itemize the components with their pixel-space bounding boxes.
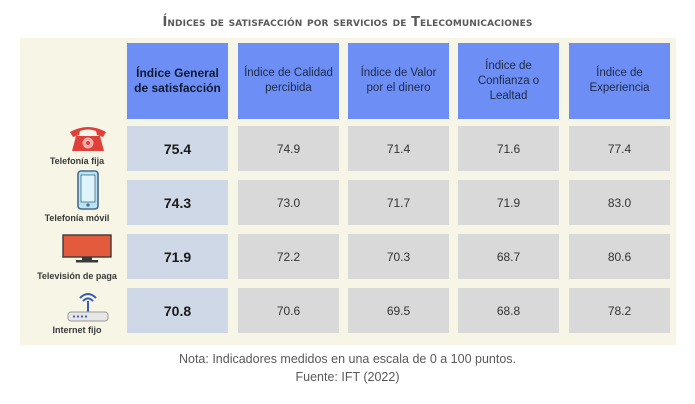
- column-header: Índice de Calidad percibida: [238, 43, 339, 119]
- table-cell: 74.3: [127, 180, 228, 225]
- column-header: Índice de Valor por el dinero: [348, 43, 449, 119]
- router-icon: [67, 293, 109, 322]
- chart-title: Índices de satisfacción por servicios de…: [162, 15, 533, 30]
- television-icon: [62, 234, 112, 263]
- table-cell: 73.0: [238, 180, 339, 225]
- table-cell: 83.0: [569, 180, 670, 225]
- table-cell: 68.7: [458, 234, 559, 279]
- table-cell: 71.9: [458, 180, 559, 225]
- table-cell: 77.4: [569, 126, 670, 171]
- table-cell: 72.2: [238, 234, 339, 279]
- table-cell: 78.2: [569, 288, 670, 333]
- chart-note: Nota: Indicadores medidos en una escala …: [178, 352, 517, 366]
- table-cell: 71.6: [458, 126, 559, 171]
- column-header: Índice General de satisfacción: [127, 43, 228, 119]
- table-cell: 74.9: [238, 126, 339, 171]
- table-cell: 75.4: [127, 126, 228, 171]
- table-cell: 70.8: [127, 288, 228, 333]
- row-label: Telefonía fija: [49, 156, 105, 166]
- telephone-icon: [70, 127, 106, 151]
- table-cell: 71.4: [348, 126, 449, 171]
- row-label: Telefonía móvil: [44, 213, 110, 223]
- table-cell: 80.6: [569, 234, 670, 279]
- table-cell: 68.8: [458, 288, 559, 333]
- column-header: Índice de Confianza o Lealtad: [458, 43, 559, 119]
- chart-source: Fuente: IFT (2022): [295, 370, 400, 384]
- row-label: Televisión de paga: [37, 271, 117, 281]
- mobile-phone-icon: [77, 170, 99, 210]
- table-cell: 71.9: [127, 234, 228, 279]
- table-cell: 70.6: [238, 288, 339, 333]
- row-label: Internet fijo: [52, 325, 102, 335]
- table-cell: 71.7: [348, 180, 449, 225]
- table-cell: 70.3: [348, 234, 449, 279]
- column-header: Índice de Experiencia: [569, 43, 670, 119]
- table-cell: 69.5: [348, 288, 449, 333]
